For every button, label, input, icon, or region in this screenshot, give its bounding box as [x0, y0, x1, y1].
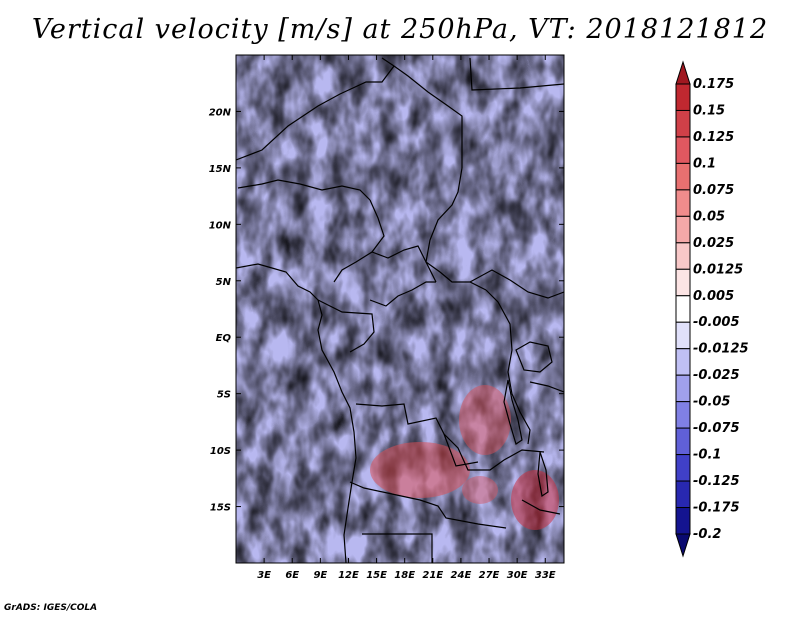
lon-tick-label: 6E — [285, 570, 299, 581]
lon-tick-label: 3E — [257, 570, 271, 581]
border-niger-nigeria — [237, 179, 371, 201]
colorbar-swatch — [675, 136, 691, 164]
colorbar-label: 0.1 — [693, 156, 716, 171]
lon-tick-label: 15E — [366, 570, 387, 581]
lat-axis: 20N 15N 10N 5N EQ 5S 10S 15S — [209, 107, 564, 514]
colorbar-label: 0.0125 — [693, 262, 743, 277]
colorbar-swatch — [675, 268, 691, 297]
border-congo-car — [369, 281, 436, 307]
colorbar-swatch — [675, 348, 691, 376]
colorbar-label: -0.05 — [693, 395, 730, 410]
colorbar-label: 0.025 — [693, 236, 734, 251]
colorbar-label: -0.075 — [693, 421, 740, 436]
lat-tick-label: 10S — [210, 446, 231, 457]
lake-malawi — [537, 451, 549, 498]
colorbar-label: -0.175 — [693, 501, 740, 516]
grads-credit: GrADS: IGES/COLA — [4, 603, 98, 613]
colorbar-swatch — [675, 242, 691, 270]
border-south — [362, 533, 433, 563]
colorbar-label: 0.15 — [693, 103, 725, 118]
colorbar-swatch — [675, 60, 691, 85]
strong-positive-region — [370, 385, 559, 530]
lat-tick-label: 20N — [209, 107, 232, 118]
colorbar-label: 0.05 — [693, 209, 725, 224]
border-mozambique — [521, 499, 561, 515]
colorbar-swatch — [675, 427, 691, 456]
colorbar-swatch — [675, 321, 691, 350]
colorbar-swatch — [675, 480, 691, 509]
colorbar-label: 0.075 — [693, 183, 734, 198]
colorbar-swatch — [675, 374, 691, 403]
colorbar: 0.175 0.15 0.125 0.1 0.075 0.05 0.025 0.0125 0.0… — [675, 60, 749, 558]
lon-tick-label: 21E — [422, 570, 443, 581]
colorbar-swatch — [675, 454, 691, 482]
colorbar-swatch — [675, 295, 691, 323]
colorbar-label: -0.0125 — [693, 342, 749, 357]
colorbar-label: -0.005 — [693, 315, 740, 330]
coastline — [236, 263, 357, 563]
lon-tick-label: 9E — [313, 570, 327, 581]
border-zambia — [443, 433, 545, 471]
lon-tick-label: 27E — [479, 570, 500, 581]
lat-tick-label: EQ — [216, 333, 232, 344]
border-car — [371, 245, 487, 291]
country-borders — [236, 57, 564, 563]
colorbar-label: 0.125 — [693, 130, 734, 145]
colorbar-swatch — [675, 162, 691, 191]
colorbar-label: 0.005 — [693, 289, 734, 304]
map-title: Vertical velocity [m/s] at 250hPa, VT: 2… — [31, 14, 769, 45]
border-gabon-congo — [317, 299, 375, 353]
lat-tick-label: 15N — [209, 164, 232, 175]
lon-tick-label: 33E — [535, 570, 556, 581]
colorbar-label: -0.025 — [693, 368, 740, 383]
lat-tick-label: 15S — [210, 503, 231, 514]
colorbar-swatch — [675, 507, 691, 535]
colorbar-label: -0.1 — [693, 448, 721, 463]
lon-axis: 3E 6E 9E 12E 15E 18E 21E 24E 27E 30E 33E — [257, 55, 556, 581]
lake-victoria — [515, 341, 553, 373]
colorbar-swatch — [675, 189, 691, 217]
colorbar-swatch — [675, 215, 691, 244]
colorbar-swatch — [675, 401, 691, 429]
border-east-africa — [469, 57, 564, 91]
colorbar-swatch — [675, 83, 691, 111]
border-angola-namibia — [349, 481, 507, 529]
border-sahara-north — [236, 65, 395, 161]
lon-tick-label: 24E — [451, 570, 472, 581]
lat-tick-label: 5N — [216, 277, 232, 288]
border-tanzania — [529, 381, 564, 393]
lon-tick-label: 30E — [507, 570, 528, 581]
colorbar-swatch — [675, 533, 691, 558]
lake-tanganyika — [503, 379, 523, 445]
colorbar-label: -0.125 — [693, 474, 740, 489]
map-plot-area — [236, 55, 564, 563]
colorbar-swatch — [675, 109, 691, 138]
border-drc-angola — [355, 403, 479, 467]
lat-tick-label: 5S — [217, 390, 231, 401]
border-ethiopia — [469, 269, 564, 299]
border-drc-east — [485, 289, 531, 445]
lon-tick-label: 18E — [394, 570, 415, 581]
colorbar-label: 0.175 — [693, 77, 734, 92]
map-frame — [235, 54, 565, 564]
colorbar-label: -0.2 — [693, 527, 721, 542]
lon-tick-label: 12E — [338, 570, 359, 581]
lat-tick-label: 10N — [209, 220, 232, 231]
